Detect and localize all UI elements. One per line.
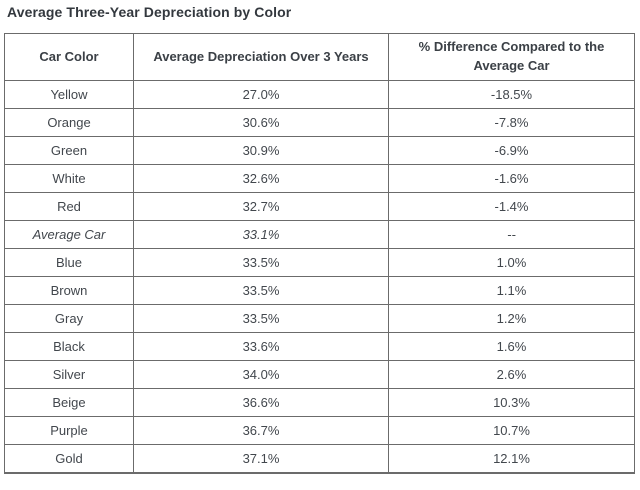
car-color-cell: Yellow [4,80,134,109]
pct-difference-cell: -- [388,220,635,249]
pct-difference-cell: -6.9% [388,136,635,165]
avg-depreciation-cell: 30.9% [133,136,389,165]
car-color-cell: Gray [4,304,134,333]
table-body: Yellow 27.0% -18.5% Orange 30.6% -7.8% Green 30… [4,80,635,473]
pct-difference-cell: -7.8% [388,108,635,137]
car-color-cell: Brown [4,276,134,305]
car-color-cell: Black [4,332,134,361]
pct-difference-cell: -1.4% [388,192,635,221]
car-color-cell: Purple [4,416,134,445]
table-row: Silver 34.0% 2.6% [4,360,635,389]
car-color-cell: Orange [4,108,134,137]
pct-difference-cell: 1.0% [388,248,635,277]
table-row: Gold 37.1% 12.1% [4,444,635,473]
table-row: Average Car 33.1% -- [4,220,635,249]
avg-depreciation-cell: 33.1% [133,220,389,249]
table-row: Black 33.6% 1.6% [4,332,635,361]
pct-difference-cell: -1.6% [388,164,635,193]
pct-difference-cell: 12.1% [388,444,635,473]
car-color-cell: Red [4,192,134,221]
table-row: Orange 30.6% -7.8% [4,108,635,137]
avg-depreciation-cell: 32.7% [133,192,389,221]
avg-depreciation-cell: 32.6% [133,164,389,193]
avg-depreciation-cell: 34.0% [133,360,389,389]
page-title: Average Three-Year Depreciation by Color [7,4,292,20]
table-row: Red 32.7% -1.4% [4,192,635,221]
table-row: Brown 33.5% 1.1% [4,276,635,305]
avg-depreciation-cell: 37.1% [133,444,389,473]
pct-difference-cell: -18.5% [388,80,635,109]
table-row: Beige 36.6% 10.3% [4,388,635,417]
car-color-cell: Beige [4,388,134,417]
table-row: White 32.6% -1.6% [4,164,635,193]
column-header-0: Car Color [4,33,134,81]
car-color-cell: Average Car [4,220,134,249]
table-row: Green 30.9% -6.9% [4,136,635,165]
car-color-cell: Silver [4,360,134,389]
pct-difference-cell: 10.3% [388,388,635,417]
avg-depreciation-cell: 30.6% [133,108,389,137]
avg-depreciation-cell: 33.5% [133,248,389,277]
pct-difference-cell: 1.2% [388,304,635,333]
column-header-2: % Difference Compared to the Average Car [388,33,635,81]
table-row: Purple 36.7% 10.7% [4,416,635,445]
depreciation-table: Car Color Average Depreciation Over 3 Yea… [4,33,635,474]
table-header-row: Car Color Average Depreciation Over 3 Yea… [4,33,635,81]
avg-depreciation-cell: 27.0% [133,80,389,109]
table-header: Car Color Average Depreciation Over 3 Yea… [4,33,635,81]
car-color-cell: White [4,164,134,193]
pct-difference-cell: 10.7% [388,416,635,445]
column-header-1: Average Depreciation Over 3 Years [133,33,389,81]
pct-difference-cell: 1.6% [388,332,635,361]
table-row: Yellow 27.0% -18.5% [4,80,635,109]
pct-difference-cell: 2.6% [388,360,635,389]
avg-depreciation-cell: 36.7% [133,416,389,445]
table-row: Gray 33.5% 1.2% [4,304,635,333]
avg-depreciation-cell: 33.6% [133,332,389,361]
pct-difference-cell: 1.1% [388,276,635,305]
avg-depreciation-cell: 33.5% [133,304,389,333]
avg-depreciation-cell: 33.5% [133,276,389,305]
car-color-cell: Green [4,136,134,165]
table-row: Blue 33.5% 1.0% [4,248,635,277]
car-color-cell: Gold [4,444,134,473]
car-color-cell: Blue [4,248,134,277]
avg-depreciation-cell: 36.6% [133,388,389,417]
